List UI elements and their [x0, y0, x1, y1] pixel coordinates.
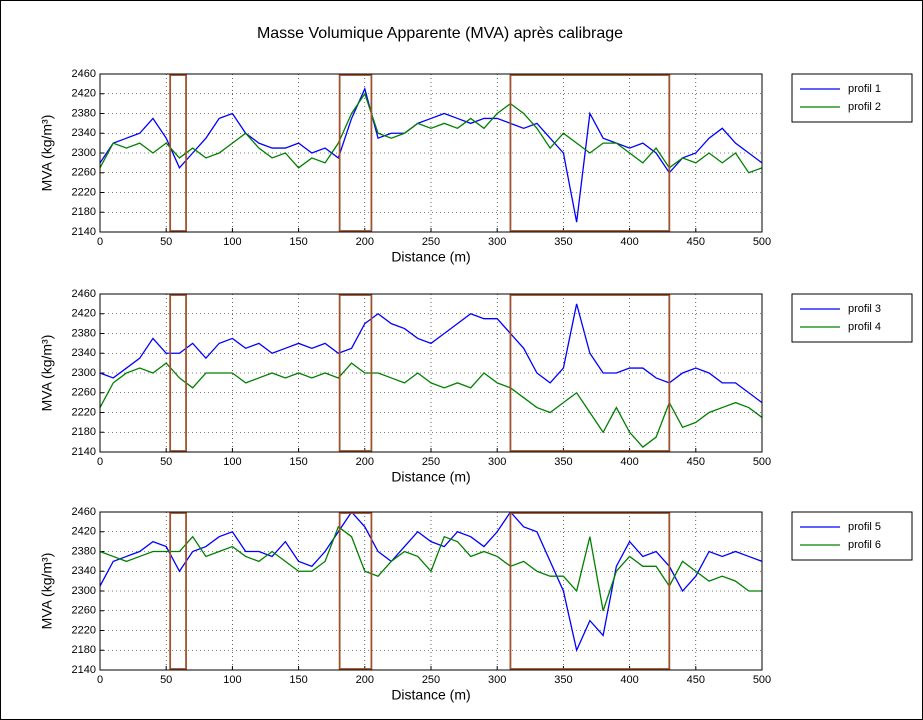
x-tick-label: 450 [687, 456, 705, 468]
y-axis-label: MVA (kg/m³) [39, 335, 55, 412]
axes-background [100, 512, 762, 670]
y-tick-label: 2180 [72, 644, 96, 656]
y-tick-label: 2420 [72, 308, 96, 320]
y-tick-label: 2220 [72, 186, 96, 198]
y-tick-label: 2300 [72, 147, 96, 159]
x-tick-label: 50 [160, 236, 172, 248]
y-axis-label: MVA (kg/m³) [39, 115, 55, 192]
y-tick-label: 2460 [72, 288, 96, 300]
region-box [169, 294, 187, 452]
x-tick-label: 300 [488, 456, 506, 468]
y-tick-label: 2140 [72, 664, 96, 676]
y-tick-label: 2260 [72, 387, 96, 399]
series-line [100, 303, 762, 404]
x-axis-label: Distance (m) [391, 249, 470, 265]
y-tick-label: 2220 [72, 624, 96, 636]
region-box [169, 512, 187, 670]
legend-label: profil 4 [848, 321, 881, 333]
x-tick-label: 150 [289, 674, 307, 686]
x-tick-label: 350 [554, 236, 572, 248]
legend-label: profil 5 [848, 521, 881, 533]
y-axis-label: MVA (kg/m³) [39, 553, 55, 630]
series-line [100, 525, 762, 611]
legend-box [791, 511, 913, 561]
x-tick-label: 500 [753, 236, 771, 248]
y-tick-label: 2140 [72, 226, 96, 238]
y-tick-label: 2380 [72, 545, 96, 557]
x-tick-label: 350 [554, 674, 572, 686]
region-box [509, 74, 671, 232]
x-tick-label: 250 [422, 456, 440, 468]
y-tick-label: 2340 [72, 565, 96, 577]
y-tick-label: 2300 [72, 367, 96, 379]
region-box [338, 294, 373, 452]
legend-label: profil 2 [848, 101, 881, 113]
y-tick-label: 2220 [72, 406, 96, 418]
y-tick-label: 2180 [72, 426, 96, 438]
region-box [169, 74, 187, 232]
x-tick-label: 150 [289, 236, 307, 248]
x-tick-label: 450 [687, 236, 705, 248]
y-tick-label: 2420 [72, 526, 96, 538]
series-line [100, 362, 762, 448]
x-tick-label: 400 [620, 456, 638, 468]
series-line [100, 86, 762, 223]
axes-background [100, 294, 762, 452]
x-tick-label: 50 [160, 456, 172, 468]
y-tick-label: 2380 [72, 107, 96, 119]
y-tick-label: 2420 [72, 88, 96, 100]
x-tick-label: 200 [356, 674, 374, 686]
axes-frame [99, 293, 763, 453]
x-tick-label: 150 [289, 456, 307, 468]
region-box [509, 294, 671, 452]
figure-title: Masse Volumique Apparente (MVA) après ca… [257, 25, 623, 42]
x-tick-label: 50 [160, 674, 172, 686]
y-tick-label: 2300 [72, 585, 96, 597]
x-tick-label: 100 [223, 456, 241, 468]
series-line [100, 92, 762, 174]
x-tick-label: 250 [422, 674, 440, 686]
x-tick-label: 100 [223, 236, 241, 248]
y-tick-label: 2180 [72, 206, 96, 218]
legend-label: profil 3 [848, 303, 881, 315]
x-tick-label: 250 [422, 236, 440, 248]
x-tick-label: 350 [554, 456, 572, 468]
axes-frame [99, 73, 763, 233]
x-tick-label: 300 [488, 674, 506, 686]
region-box [338, 74, 373, 232]
legend-label: profil 1 [848, 83, 881, 95]
x-tick-label: 200 [356, 236, 374, 248]
x-tick-label: 400 [620, 674, 638, 686]
region-box [509, 512, 671, 670]
legend-label: profil 6 [848, 539, 881, 551]
x-tick-label: 0 [97, 456, 103, 468]
x-axis-label: Distance (m) [391, 469, 470, 485]
x-tick-label: 300 [488, 236, 506, 248]
y-tick-label: 2140 [72, 446, 96, 458]
legend-box [791, 73, 913, 123]
x-tick-label: 200 [356, 456, 374, 468]
x-tick-label: 0 [97, 674, 103, 686]
x-tick-label: 400 [620, 236, 638, 248]
y-tick-label: 2380 [72, 327, 96, 339]
series-line [100, 512, 762, 653]
y-tick-label: 2340 [72, 127, 96, 139]
x-tick-label: 500 [753, 456, 771, 468]
y-tick-label: 2460 [72, 506, 96, 518]
x-tick-label: 0 [97, 236, 103, 248]
y-tick-label: 2340 [72, 347, 96, 359]
x-tick-label: 450 [687, 674, 705, 686]
region-box [338, 512, 373, 670]
x-tick-label: 100 [223, 674, 241, 686]
y-tick-label: 2460 [72, 68, 96, 80]
x-tick-label: 500 [753, 674, 771, 686]
axes-frame [99, 511, 763, 671]
y-tick-label: 2260 [72, 167, 96, 179]
x-axis-label: Distance (m) [391, 687, 470, 703]
legend-box [791, 293, 913, 343]
y-tick-label: 2260 [72, 605, 96, 617]
